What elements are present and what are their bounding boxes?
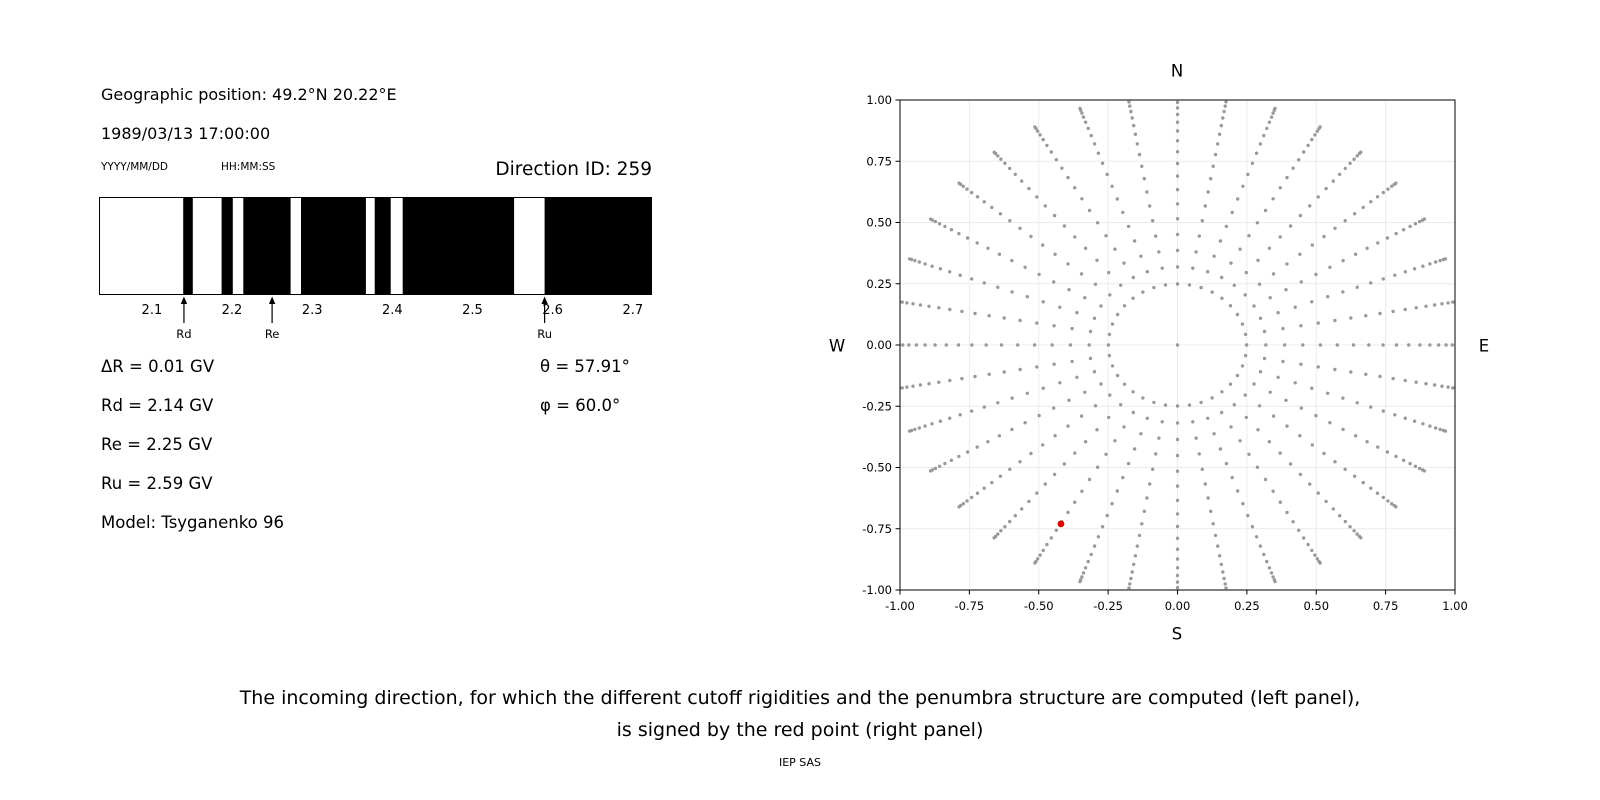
caption-line-2: is signed by the red point (right panel)	[616, 719, 984, 741]
svg-text:-0.25: -0.25	[1093, 599, 1123, 613]
rd-value: Rd = 2.14 GV	[101, 396, 214, 415]
svg-text:Re: Re	[265, 327, 280, 341]
date-format-label: YYYY/MM/DD	[101, 161, 169, 173]
svg-text:0.00: 0.00	[866, 338, 892, 352]
direction-id: Direction ID: 259	[495, 159, 652, 180]
svg-text:0.00: 0.00	[1165, 599, 1191, 613]
compass-west-label: W	[828, 336, 846, 356]
svg-text:-1.00: -1.00	[885, 599, 915, 613]
svg-text:-0.25: -0.25	[862, 399, 892, 413]
delta-r-value: ΔR = 0.01 GV	[101, 357, 215, 376]
svg-text:0.75: 0.75	[1373, 599, 1399, 613]
phi-value: φ = 60.0°	[540, 396, 621, 415]
svg-text:1.00: 1.00	[866, 93, 892, 107]
compass-east-label: E	[1478, 336, 1490, 356]
svg-text:2.2: 2.2	[222, 303, 243, 318]
svg-text:0.25: 0.25	[866, 277, 892, 291]
svg-text:-1.00: -1.00	[862, 583, 892, 597]
svg-text:2.1: 2.1	[142, 303, 163, 318]
svg-text:Rd: Rd	[176, 327, 191, 341]
svg-text:Ru: Ru	[537, 327, 552, 341]
re-value: Re = 2.25 GV	[101, 435, 213, 454]
theta-value: θ = 57.91°	[540, 357, 630, 376]
datetime-value: 1989/03/13 17:00:00	[101, 124, 271, 143]
direction-map-chart: -1.00 -1.00 -0.75 -0.75 -0.50 -0.50 -0.25 -0.25…	[862, 93, 1468, 613]
svg-text:0.75: 0.75	[866, 154, 892, 168]
svg-text:2.6: 2.6	[542, 303, 563, 318]
svg-text:0.25: 0.25	[1234, 599, 1260, 613]
svg-text:0.50: 0.50	[1303, 599, 1329, 613]
model-label: Model: Tsyganenko 96	[101, 513, 285, 532]
svg-text:2.7: 2.7	[622, 303, 643, 318]
compass-south-label: S	[1171, 624, 1183, 644]
svg-text:0.50: 0.50	[866, 216, 892, 230]
penumbra-chart: 2.1 2.2 2.3 2.4 2.5 2.6 2.7 Rd Re Ru	[99, 197, 652, 341]
time-format-label: HH:MM:SS	[221, 161, 276, 173]
geographic-position: Geographic position: 49.2°N 20.22°E	[101, 85, 397, 104]
svg-text:2.5: 2.5	[462, 303, 483, 318]
ru-value: Ru = 2.59 GV	[101, 474, 213, 493]
credit-label: IEP SAS	[778, 756, 822, 769]
svg-text:-0.75: -0.75	[862, 522, 892, 536]
svg-text:2.3: 2.3	[302, 303, 323, 318]
compass-north-label: N	[1170, 61, 1184, 81]
caption-line-1: The incoming direction, for which the di…	[239, 687, 1361, 709]
svg-text:-0.75: -0.75	[954, 599, 984, 613]
svg-text:1.00: 1.00	[1442, 599, 1468, 613]
svg-text:2.4: 2.4	[382, 303, 403, 318]
svg-text:-0.50: -0.50	[862, 461, 892, 475]
svg-text:-0.50: -0.50	[1024, 599, 1054, 613]
